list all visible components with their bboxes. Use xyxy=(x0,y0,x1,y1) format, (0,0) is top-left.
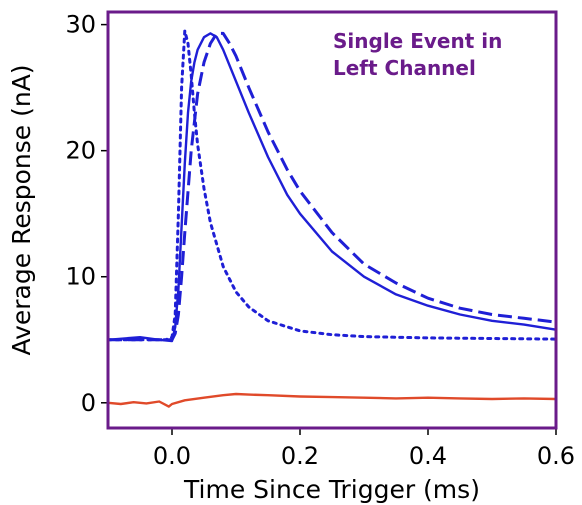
x-axis-label: Time Since Trigger (ms) xyxy=(183,475,480,504)
x-tick-label: 0.2 xyxy=(281,442,319,470)
y-tick-label: 0 xyxy=(81,389,96,417)
series-layer xyxy=(106,29,558,408)
series-line-1 xyxy=(107,32,557,343)
annotation-line-2: Left Channel xyxy=(333,56,476,80)
series-line-4 xyxy=(107,392,557,408)
y-tick-label: 20 xyxy=(65,137,96,165)
x-tick-label: 0.6 xyxy=(537,442,575,470)
x-ticks: 0.0 0.2 0.4 0.6 xyxy=(153,428,575,470)
y-axis-label: Average Response (nA) xyxy=(7,64,36,355)
annotation-line-1: Single Event in xyxy=(333,29,502,53)
x-tick-label: 0.4 xyxy=(409,442,447,470)
x-tick-label: 0.0 xyxy=(153,442,191,470)
series-line-3 xyxy=(106,29,558,342)
y-ticks: 0 10 20 30 xyxy=(65,11,108,417)
series-line-2 xyxy=(108,31,557,342)
y-tick-label: 10 xyxy=(65,263,96,291)
plot-frame xyxy=(106,10,558,430)
y-tick-label: 30 xyxy=(65,11,96,39)
